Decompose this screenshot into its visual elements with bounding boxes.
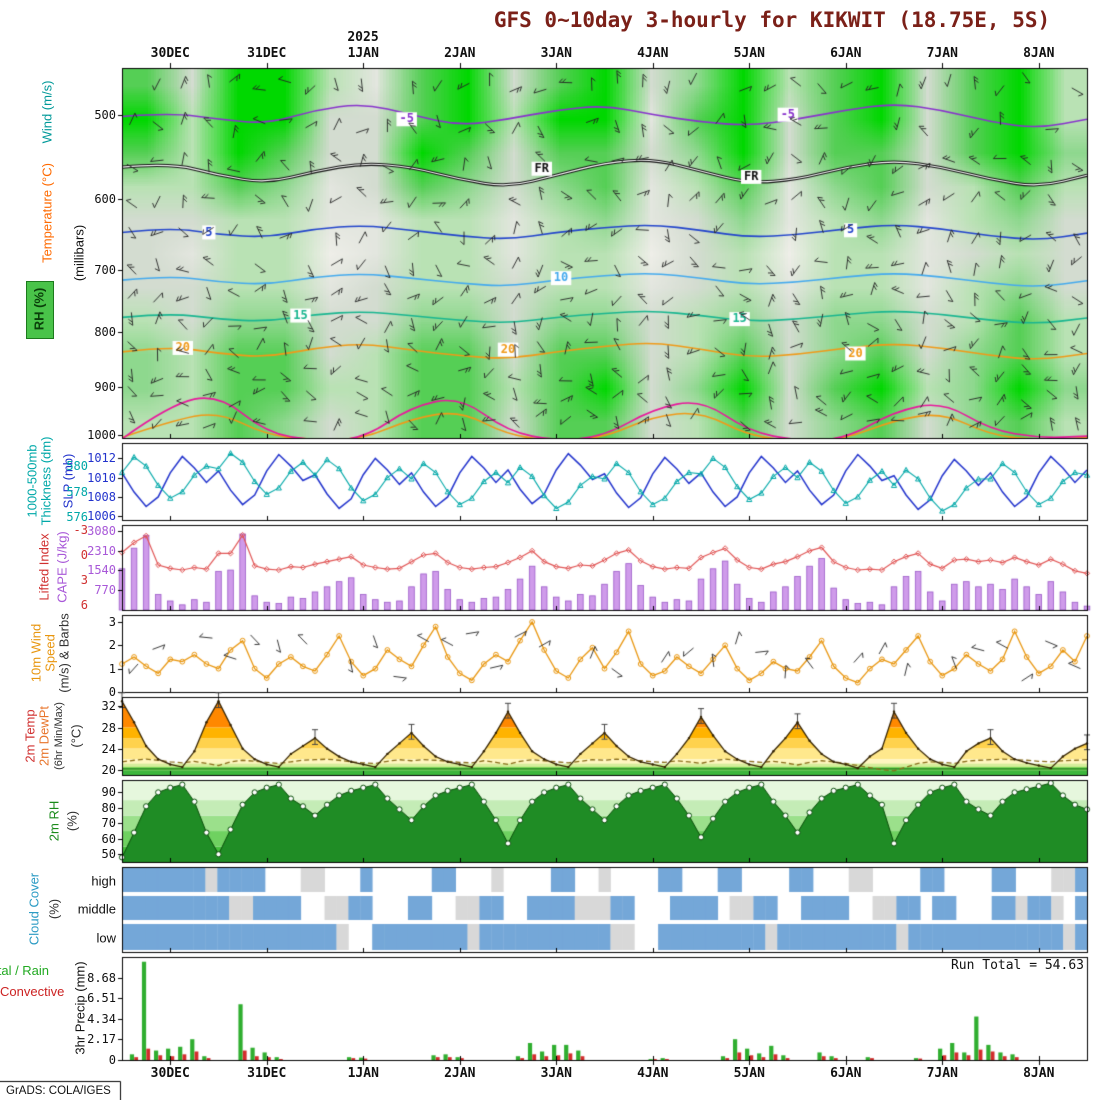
precip-tick-label: 2.17 [87, 1032, 116, 1047]
temp2m-axis-label-4: (°C) [68, 724, 84, 748]
slp-tick-label: 1012 [87, 451, 116, 466]
precip-tick-label: 6.51 [87, 991, 116, 1006]
rh2m-axis-label-2: (%) [64, 810, 80, 832]
pressure-tick-label: 700 [94, 263, 116, 278]
date-label-top: 31DEC [247, 46, 287, 61]
date-label-bottom: 7JAN [926, 1066, 958, 1081]
date-label-bottom: 4JAN [637, 1066, 669, 1081]
temp2m-tick-label: 28 [101, 720, 116, 735]
cloud-axis-label-2: (%) [46, 898, 62, 920]
date-label-bottom: 30DEC [150, 1066, 190, 1081]
cloud-row-label-low: low [96, 930, 116, 946]
rh2m-tick-label: 80 [101, 800, 116, 815]
rh2m-axis-label-1: 2m RH [46, 800, 62, 842]
date-label-bottom: 8JAN [1023, 1066, 1055, 1081]
pressure-tick-label: 800 [94, 325, 116, 340]
precip-tick-label: 8.68 [87, 970, 116, 985]
date-label-bottom: 2JAN [444, 1066, 476, 1081]
date-label-top: 7JAN [926, 46, 958, 61]
wind10m-tick-label: 1 [108, 661, 116, 676]
rh-axis-label: RH (%) [31, 287, 47, 331]
date-label-bottom: 1JAN [347, 1066, 379, 1081]
lifted-index-tick-label: 6 [80, 598, 88, 612]
temp2m-tick-label: 32 [101, 699, 116, 714]
temp2m-axis-label-1: 2m Temp [22, 709, 38, 763]
rh2m-tick-label: 70 [101, 816, 116, 831]
date-label-top: 30DEC [150, 46, 190, 61]
wind10m-tick-label: 0 [108, 685, 116, 699]
thickness-axis-label-2: Thickness (dm) [38, 436, 54, 526]
pressure-tick-label: 900 [94, 379, 116, 394]
temp2m-tick-label: 20 [101, 762, 116, 777]
cloud-axis-label-1: Cloud Cover [26, 872, 42, 946]
date-label-bottom: 31DEC [247, 1066, 287, 1081]
date-label-bottom: 3JAN [540, 1066, 572, 1081]
rh2m-tick-label: 60 [101, 831, 116, 846]
lifted-index-tick-label: 0 [80, 548, 88, 562]
wind10m-tick-label: 2 [108, 638, 116, 653]
wind-axis-label: Wind (m/s) [39, 80, 55, 144]
date-label-top: 1JAN [347, 46, 379, 61]
lifted-index-axis-label: Lifted Index [36, 533, 52, 601]
lifted-index-tick-label: 3 [80, 573, 88, 587]
rh2m-tick-label: 90 [101, 785, 116, 800]
rh-legend-box [26, 281, 54, 339]
wind10m-tick-label: 3 [108, 615, 116, 629]
date-label-top: 8JAN [1023, 46, 1055, 61]
thickness-axis-label-1: 1000-500mb [24, 444, 40, 518]
thickness-tick-label: 576 [66, 510, 88, 525]
cape-tick-label: 3080 [87, 523, 116, 538]
chart-title: GFS 0~10day 3-hourly for KIKWIT (18.75E,… [493, 8, 1051, 32]
date-label-top: 3JAN [540, 46, 572, 61]
cape-tick-label: 770 [94, 583, 116, 598]
thickness-tick-label: 580 [66, 459, 88, 474]
thickness-tick-label: 578 [66, 484, 88, 499]
date-label-top: 4JAN [637, 46, 669, 61]
temp2m-tick-label: 24 [101, 741, 116, 756]
lifted-index-tick-label: -3 [73, 523, 88, 537]
cape-axis-label: CAPE (J/kg) [54, 531, 70, 603]
date-label-top: 5JAN [733, 46, 765, 61]
precip-axis-label: 3hr Precip (mm) [72, 961, 88, 1055]
grads-footer: GrADS: COLA/IGES [6, 1085, 111, 1097]
temperature-axis-label: Temperature (°C) [39, 163, 55, 263]
precip-tick-label: 0 [108, 1053, 116, 1067]
cloud-row-label-high: high [91, 873, 116, 889]
pressure-tick-label: 500 [94, 107, 116, 122]
precip-convective-label: Convective [0, 984, 65, 999]
pressure-tick-label: 600 [94, 191, 116, 206]
temp2m-axis-label-2: 2m DewPt [36, 706, 52, 766]
wind10m-axis-label-3: (m/s) & Barbs [56, 613, 72, 693]
date-label-top: 6JAN [830, 46, 862, 61]
precip-total-label: Total / Rain [0, 963, 50, 978]
date-label-bottom: 5JAN [733, 1066, 765, 1081]
cloud-row-label-middle: middle [77, 901, 116, 917]
run-total-label: Run Total = 54.63 [950, 958, 1084, 973]
pressure-axis-label: (millibars) [71, 224, 87, 282]
slp-tick-label: 1008 [87, 489, 116, 504]
cape-tick-label: 2310 [87, 543, 116, 558]
wind10m-axis-label-2: Speed [42, 634, 58, 672]
temp2m-axis-label-3: (6hr Min/Max) [53, 702, 65, 770]
slp-tick-label: 1006 [87, 509, 116, 524]
date-label-top: 2JAN [444, 46, 476, 61]
slp-tick-label: 1010 [87, 470, 116, 485]
precip-tick-label: 4.34 [87, 1011, 116, 1026]
cape-tick-label: 1540 [87, 563, 116, 578]
rh2m-tick-label: 50 [101, 847, 116, 862]
year-label: 2025 [347, 30, 379, 45]
pressure-tick-label: 1000 [87, 428, 116, 443]
wind10m-axis-label-1: 10m Wind [28, 623, 44, 683]
date-label-bottom: 6JAN [830, 1066, 862, 1081]
